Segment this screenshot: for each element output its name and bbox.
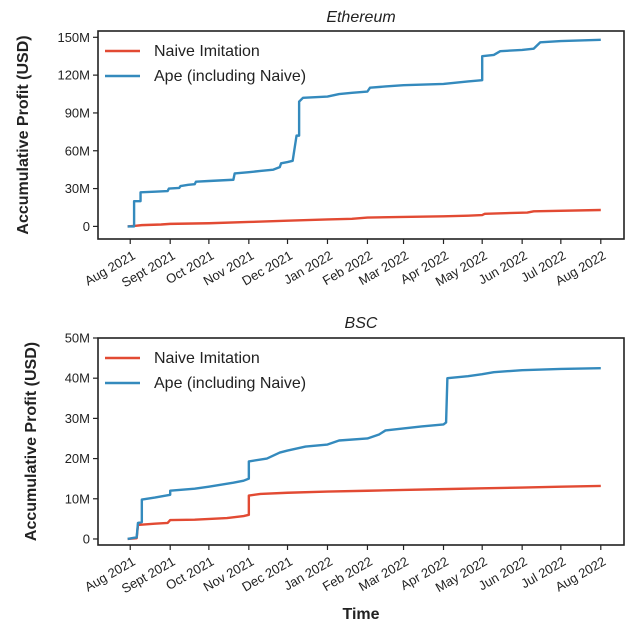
legend-label: Ape (including Naive) — [154, 375, 306, 392]
y-tick-label: 40M — [65, 371, 90, 386]
series-line-naive-imitation — [127, 208, 601, 228]
x-axis-label: Time — [342, 606, 379, 623]
series-line-ape-including-naive — [127, 366, 601, 541]
y-tick-label: 150M — [57, 30, 90, 45]
plot-area-frame — [97, 30, 625, 240]
y-tick-label: 0 — [83, 219, 90, 234]
y-tick-label: 30M — [65, 181, 90, 196]
y-tick-label: 10M — [65, 491, 90, 506]
series-line-naive-imitation — [127, 484, 601, 541]
ethereum-chart-panel: Ethereum Accumulative Profit (USD) 0 30M 60M… — [15, 9, 625, 290]
y-tick-label: 50M — [65, 331, 90, 346]
y-tick-label: 90M — [65, 105, 90, 120]
y-axis-label: Accumulative Profit (USD) — [23, 342, 40, 541]
chart-title: BSC — [345, 315, 378, 332]
legend-label: Ape (including Naive) — [154, 68, 306, 85]
bsc-chart-panel: BSC Accumulative Profit (USD) Time 0 10M 20M 3… — [23, 315, 625, 623]
legend-label: Naive Imitation — [154, 350, 260, 367]
y-axis-label: Accumulative Profit (USD) — [15, 35, 32, 234]
chart-title: Ethereum — [326, 9, 395, 26]
series-line-ape-including-naive — [127, 38, 601, 228]
plot-area-frame — [97, 337, 625, 546]
y-tick-label: 30M — [65, 411, 90, 426]
legend-label: Naive Imitation — [154, 43, 260, 60]
y-tick-label: 60M — [65, 143, 90, 158]
y-tick-label: 20M — [65, 451, 90, 466]
y-tick-label: 0 — [83, 531, 90, 546]
y-tick-label: 120M — [57, 68, 90, 83]
